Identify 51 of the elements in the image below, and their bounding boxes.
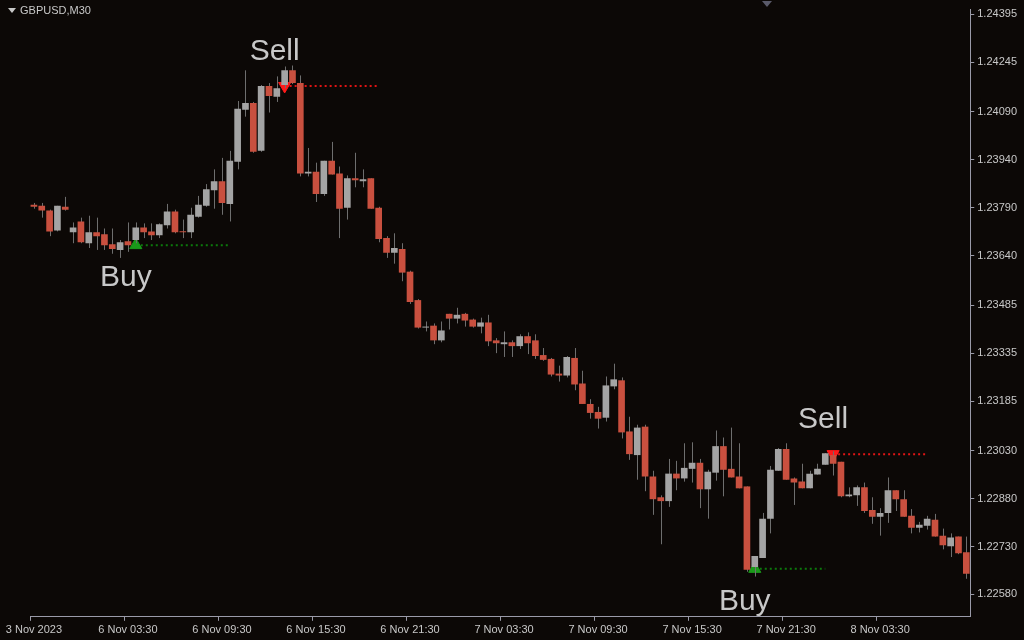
- candlestick: [563, 355, 571, 378]
- candlestick: [46, 209, 53, 237]
- candlestick: [876, 507, 884, 537]
- x-tick-label: 6 Nov 15:30: [286, 623, 346, 636]
- candlestick: [218, 157, 226, 216]
- candlestick: [391, 232, 398, 265]
- candlestick: [884, 476, 892, 524]
- candlestick: [85, 215, 93, 249]
- candlestick: [892, 489, 900, 512]
- candlestick: [438, 321, 445, 343]
- x-tick-label: 8 Nov 03:30: [850, 623, 910, 636]
- y-tick-label: 1.23485: [977, 298, 1017, 311]
- candlestick: [124, 221, 132, 253]
- candlestick: [351, 152, 359, 188]
- candlestick: [947, 532, 954, 558]
- candlestick: [579, 370, 586, 405]
- y-tick-label: 1.23185: [977, 394, 1017, 407]
- y-tick-label: 1.22580: [977, 587, 1017, 600]
- candlestick: [132, 221, 140, 244]
- x-tick-label: 6 Nov 21:30: [380, 623, 440, 636]
- y-tick-label: 1.23790: [977, 200, 1017, 213]
- y-tick-label: 1.24395: [977, 7, 1017, 20]
- x-tick-label: 3 Nov 2023: [5, 623, 63, 636]
- series-label: Buy: [718, 583, 771, 617]
- candlestick: [430, 322, 437, 345]
- candlestick: [304, 147, 312, 177]
- y-tick-label: 1.23640: [977, 248, 1017, 261]
- y-tick-label: 1.23030: [977, 443, 1017, 456]
- candlestick: [500, 330, 508, 358]
- candlestick: [829, 450, 837, 477]
- x-tick-label: 7 Nov 21:30: [756, 623, 816, 636]
- x-tick-label: 6 Nov 03:30: [98, 623, 158, 636]
- candlestick: [265, 82, 273, 113]
- candlestick: [281, 65, 288, 89]
- candlestick: [77, 217, 85, 244]
- y-tick-label: 1.22880: [977, 491, 1017, 504]
- x-tick-label: 6 Nov 09:30: [192, 623, 252, 636]
- y-tick-label: 1.22730: [977, 539, 1017, 552]
- x-tick-label: 7 Nov 15:30: [662, 623, 722, 636]
- y-tick-label: 1.23940: [977, 152, 1017, 165]
- candlestick: [289, 65, 296, 85]
- x-tick-label: 7 Nov 03:30: [474, 623, 534, 636]
- candlestick: [273, 75, 281, 103]
- chart-title: GBPUSD,M30: [20, 4, 91, 16]
- text: Sell: [249, 33, 300, 67]
- text: Buy: [99, 259, 152, 293]
- x-tick-label: 7 Nov 09:30: [568, 623, 628, 636]
- y-tick-label: 1.23335: [977, 346, 1017, 359]
- y-tick-label: 1.24090: [977, 104, 1017, 117]
- series-label: Sell: [798, 401, 849, 435]
- y-tick-label: 1.24245: [977, 55, 1017, 68]
